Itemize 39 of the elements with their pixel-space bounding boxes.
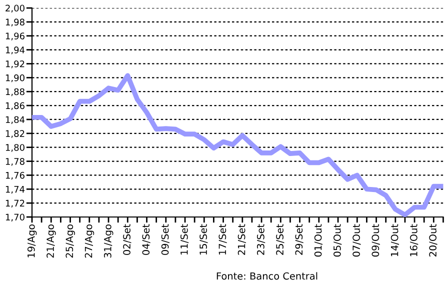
y-tick-label: 1,90	[6, 74, 24, 82]
y-tick-label: 1,72	[6, 200, 24, 208]
x-tick-label: 02/Set	[123, 224, 132, 255]
y-tick-label: 1,80	[6, 144, 24, 152]
y-tick-label: 1,92	[6, 60, 24, 68]
x-tick-label: 09/Set	[161, 224, 170, 255]
x-tick-label: 20/Out	[429, 224, 438, 257]
x-tick-label: 25/Ago	[66, 224, 75, 258]
x-tick-label: 01/Out	[314, 224, 322, 257]
x-tick-label: 15/Set	[200, 224, 208, 254]
x-tick-label: 29/Set	[295, 224, 304, 255]
y-tick-label: 1,96	[6, 32, 24, 40]
x-tick-label: 11/Set	[180, 224, 189, 254]
x-tick-label: 25/Set	[276, 224, 284, 255]
y-tick-label: 1,82	[6, 130, 24, 138]
x-tick-label: 07/Out	[352, 224, 361, 257]
x-tick-label: 21/Set	[238, 224, 246, 255]
x-tick-label: 21/Ago	[46, 224, 56, 258]
y-tick-label: 1,76	[6, 172, 24, 180]
x-tick-label: 27/Ago	[84, 224, 94, 258]
x-tick-label: 09/Out	[372, 224, 380, 257]
x-tick-label: 23/Set	[256, 224, 266, 255]
source-note: Fonte: Banco Central	[216, 272, 318, 280]
y-tick-label: 1,70	[6, 214, 24, 222]
y-tick-label: 1,74	[6, 186, 25, 194]
y-tick-label: 1,94	[6, 46, 25, 54]
y-tick-label: 1,84	[6, 116, 25, 124]
x-tick-label: 05/Out	[333, 224, 342, 257]
y-tick-label: 1,98	[6, 18, 24, 26]
x-tick-label: 16/Out	[410, 224, 418, 256]
y-tick-label: 2,00	[6, 4, 24, 12]
y-tick-label: 1,86	[6, 102, 24, 110]
x-tick-label: 04/Set	[142, 224, 150, 255]
y-tick-label: 1,78	[6, 158, 24, 166]
y-tick-label: 1,88	[6, 88, 24, 96]
x-tick-label: 19/Ago	[27, 224, 37, 258]
x-tick-label: 14/Out	[390, 224, 399, 256]
x-tick-label: 17/Set	[218, 224, 227, 254]
x-tick-label: 31/Ago	[104, 224, 114, 258]
